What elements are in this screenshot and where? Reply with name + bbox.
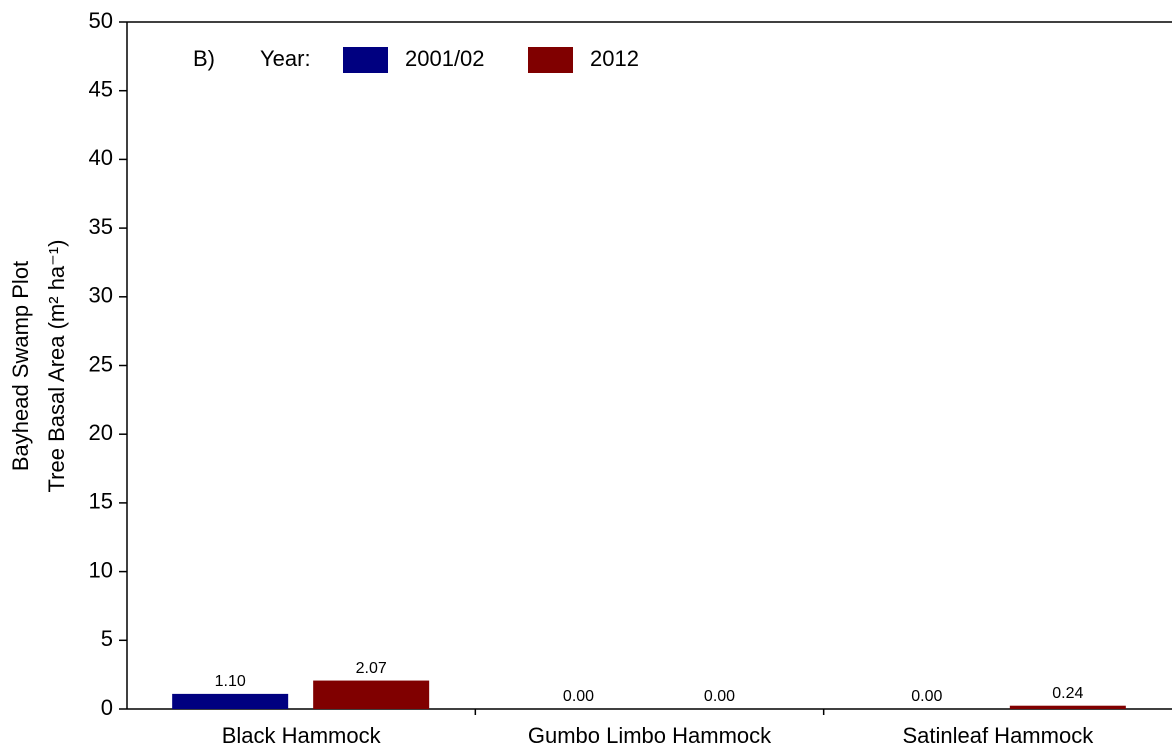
legend-swatch [343,47,388,73]
y-tick-label: 25 [89,351,113,376]
value-label: 0.00 [911,688,942,705]
y-tick-label: 45 [89,77,113,102]
legend-swatch [528,47,573,73]
legend-title: Year: [260,46,311,71]
value-label: 2.07 [356,660,387,677]
legend-label: 2001/02 [405,46,485,71]
value-label: 1.10 [215,673,246,690]
y-tick-label: 30 [89,283,113,308]
y-axis-label: Bayhead Swamp Plot [8,261,33,471]
x-tick-label: Satinleaf Hammock [902,723,1094,748]
y-tick-label: 35 [89,214,113,239]
y-tick-label: 0 [101,695,113,720]
value-label: 0.00 [563,688,594,705]
y-tick-label: 5 [101,626,113,651]
value-label: 0.24 [1052,685,1083,702]
legend-label: 2012 [590,46,639,71]
bar [313,680,430,709]
y-tick-label: 50 [89,8,113,33]
bar [172,693,289,709]
panel-label: B) [193,46,215,71]
value-label: 0.00 [704,688,735,705]
y-tick-label: 10 [89,557,113,582]
y-tick-label: 40 [89,145,113,170]
x-tick-label: Gumbo Limbo Hammock [528,723,772,748]
bar [1009,705,1126,709]
y-tick-label: 20 [89,420,113,445]
x-tick-label: Black Hammock [222,723,382,748]
y-tick-label: 15 [89,489,113,514]
y-axis-label: Tree Basal Area (m² ha⁻¹) [44,240,69,493]
